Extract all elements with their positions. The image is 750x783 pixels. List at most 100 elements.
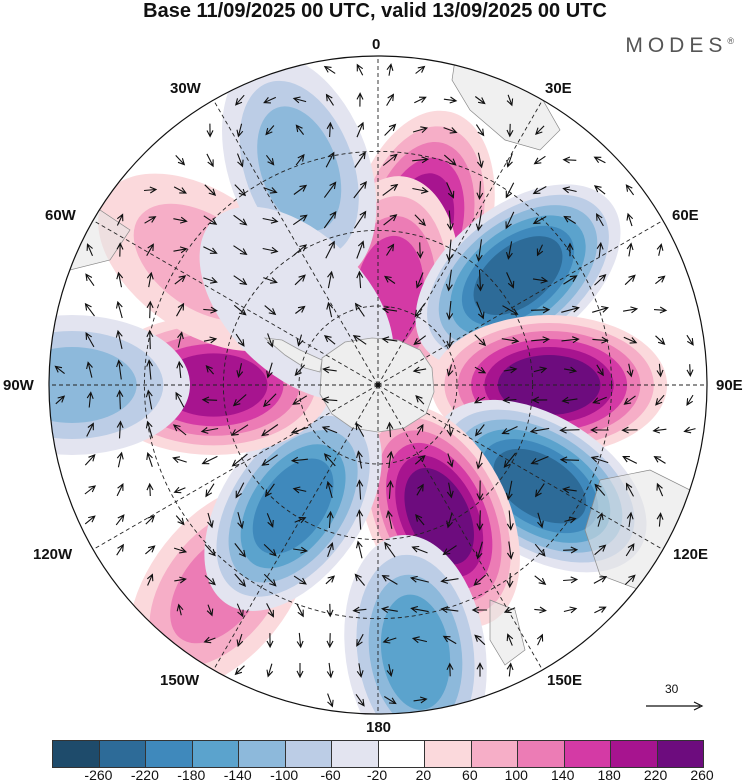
colorbar-cell-9 (471, 741, 518, 767)
wind-vector-33 (382, 153, 398, 166)
wind-vector-227 (386, 450, 394, 469)
wind-vector-199 (172, 424, 187, 436)
wind-vector-207 (416, 423, 424, 436)
wind-vector-71 (505, 211, 515, 230)
wind-vector-99 (174, 275, 187, 285)
wind-vector-262 (237, 512, 244, 529)
wind-vector-194 (655, 394, 665, 406)
wind-vector-304 (410, 575, 429, 583)
wind-vector-240 (173, 486, 186, 494)
wind-vector-6 (292, 96, 307, 104)
wind-vector-84 (325, 240, 335, 259)
wind-vector-275 (626, 511, 634, 528)
wind-vector-43 (204, 184, 217, 197)
wind-vector-323 (503, 606, 516, 614)
wind-vector-77 (116, 242, 124, 257)
wind-vector-169 (474, 366, 487, 374)
wind-vector-116 (84, 302, 95, 317)
wind-vector-2 (386, 63, 394, 76)
wind-vector-63 (262, 216, 279, 224)
wind-vector-24 (506, 123, 514, 138)
wind-vector-136 (85, 332, 95, 348)
wind-vector-50 (412, 186, 429, 194)
wind-vector-208 (446, 424, 454, 437)
wind-vector-301 (325, 575, 335, 585)
wind-vector-103 (294, 274, 306, 286)
wind-vector-305 (440, 576, 459, 584)
wind-vector-95 (656, 243, 664, 256)
wind-vector-144 (323, 335, 336, 345)
wind-vector-143 (296, 334, 304, 347)
wind-vector-161 (176, 360, 184, 379)
wind-vector-122 (264, 305, 277, 316)
wind-vector-324 (534, 606, 547, 614)
wind-vector-288 (442, 545, 457, 556)
wind-vector-300 (293, 575, 307, 585)
wind-vector-52 (476, 181, 484, 201)
wind-vector-3 (415, 65, 426, 74)
lon-label-30w: 30W (170, 80, 201, 97)
wind-vector-200 (200, 427, 219, 434)
wind-vector-268 (415, 514, 425, 526)
wind-vector-135 (653, 306, 668, 314)
meridian-60 (377, 220, 664, 386)
colorbar-cell-7 (378, 741, 425, 767)
lon-label-60e: 60E (672, 207, 699, 224)
wind-vector-163 (236, 363, 244, 379)
wind-vector-303 (381, 574, 398, 585)
wind-vector-211 (529, 427, 550, 435)
meridian-330 (213, 99, 379, 386)
wind-vector-48 (353, 181, 367, 199)
wind-vector-214 (621, 426, 638, 434)
wind-vector-47 (323, 181, 337, 198)
wind-vector-51 (446, 182, 455, 199)
wind-vector-173 (596, 364, 604, 377)
colorbar-cell-4 (239, 741, 286, 767)
brand-text: MODES (625, 34, 728, 57)
wind-vector-180 (145, 389, 153, 410)
wind-vector-269 (446, 512, 453, 529)
wind-vector-36 (476, 152, 484, 169)
wind-vector-64 (292, 214, 308, 226)
map-title: Base 11/09/2025 00 UTC, valid 13/09/2025… (143, 0, 607, 22)
wind-vector-267 (385, 509, 393, 529)
wind-vector-188 (473, 396, 486, 404)
colorbar-tick-label: 20 (415, 767, 432, 783)
wind-vector-218 (116, 451, 124, 468)
anomaly-contour-6-3 (380, 594, 451, 710)
wind-vector-18 (326, 121, 334, 138)
wind-vector-134 (623, 306, 639, 314)
wind-vector-219 (146, 452, 153, 467)
wind-vector-38 (533, 155, 546, 165)
wind-vector-347 (506, 662, 514, 677)
coastline-southern-continents (54, 59, 701, 666)
colorbar-cell-6 (332, 741, 379, 767)
wind-vector-327 (203, 636, 216, 644)
wind-vector-96 (85, 273, 95, 287)
wind-vector-153 (592, 336, 609, 344)
colorbar-cell-13 (657, 741, 703, 767)
wind-vector-337 (506, 633, 514, 646)
wind-vector-278 (145, 545, 156, 555)
brand-registered-mark: ® (727, 36, 734, 46)
wind-vector-281 (234, 543, 246, 558)
wind-vector-154 (623, 336, 638, 344)
wind-vector-319 (380, 606, 398, 614)
wind-vector-86 (386, 243, 395, 256)
wind-vector-27 (206, 153, 214, 168)
lon-label-90e: 90E (716, 377, 743, 394)
wind-vector-74 (595, 213, 604, 227)
wind-vector-59 (144, 216, 157, 224)
wind-vector-186 (321, 396, 338, 404)
wind-vector-187 (415, 395, 425, 405)
colorbar-cell-1 (99, 741, 146, 767)
wind-vector-346 (476, 662, 484, 677)
colorbar-cell-8 (425, 741, 472, 767)
wind-vector-189 (502, 396, 517, 404)
wind-vector-87 (416, 242, 424, 259)
wind-vector-205 (355, 422, 365, 437)
wind-vector-317 (326, 603, 334, 618)
wind-vector-4 (234, 94, 245, 106)
wind-vector-203 (290, 426, 309, 435)
wind-vector-197 (116, 420, 124, 439)
